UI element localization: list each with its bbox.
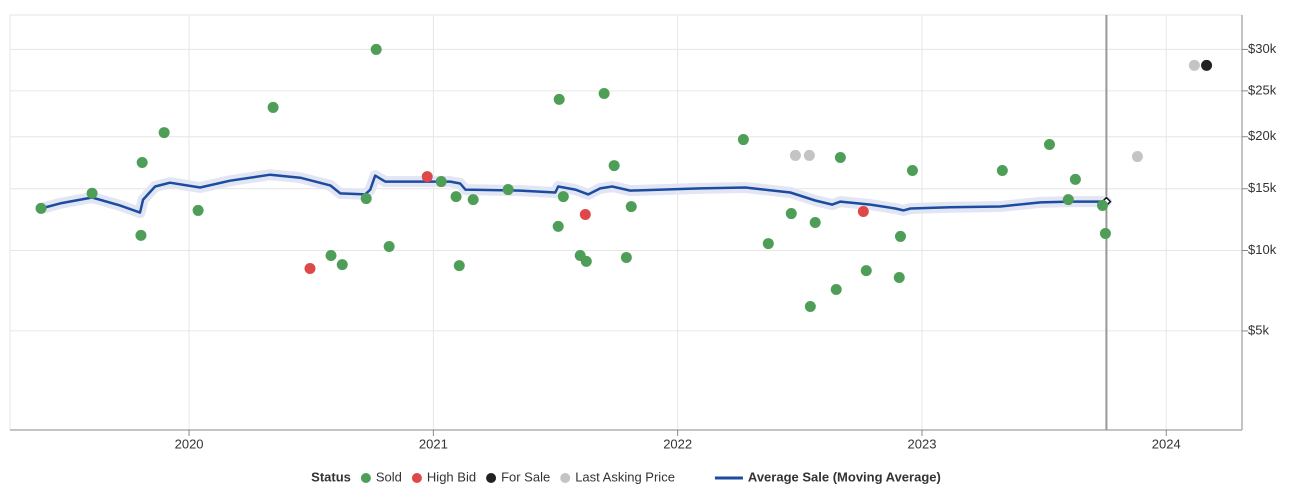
point (502, 184, 514, 196)
x-tick-label: 2024 (1152, 436, 1181, 451)
point (906, 165, 918, 177)
x-tick-label: 2020 (175, 436, 204, 451)
point (830, 284, 842, 296)
point (1201, 59, 1213, 71)
legend-symbol (560, 473, 571, 483)
x-tick-label: 2022 (663, 436, 692, 451)
x-tick-label: 2021 (419, 436, 448, 451)
point (804, 300, 816, 312)
point (857, 206, 869, 218)
point (360, 193, 372, 205)
y-tick-label: $15k (1248, 180, 1277, 195)
point (450, 191, 462, 203)
legend-symbol (486, 473, 497, 483)
point (35, 202, 47, 214)
point (996, 165, 1008, 177)
point (1069, 173, 1081, 185)
point (1062, 194, 1074, 206)
point (453, 260, 465, 272)
point (625, 201, 637, 213)
point (580, 255, 592, 267)
legend-label: Sold (376, 469, 402, 484)
point (136, 157, 148, 169)
point (809, 217, 821, 229)
point (803, 149, 815, 161)
legend-label: Last Asking Price (575, 469, 675, 484)
point (553, 93, 565, 105)
x-tick-label: 2023 (908, 436, 937, 451)
y-tick-label: $20k (1248, 128, 1277, 143)
point (1043, 138, 1055, 150)
y-tick-label: $25k (1248, 82, 1277, 97)
point (192, 204, 204, 216)
y-tick-label: $30k (1248, 41, 1277, 56)
point (552, 220, 564, 232)
point (893, 271, 905, 283)
legend-label: For Sale (501, 469, 550, 484)
y-tick-label: $10k (1248, 242, 1277, 257)
legend-symbol (411, 473, 422, 483)
point (579, 209, 591, 221)
point (1131, 151, 1143, 163)
point (894, 230, 906, 242)
point (608, 160, 620, 172)
point (158, 127, 170, 139)
grid-layer (10, 15, 1242, 430)
point (86, 187, 98, 199)
point (557, 191, 569, 203)
legend-label: Average Sale (Moving Average) (748, 469, 941, 484)
point (789, 149, 801, 161)
legend-title: Status (311, 469, 351, 484)
point (336, 259, 348, 271)
point (785, 208, 797, 220)
point (620, 251, 632, 263)
point (370, 43, 382, 55)
point (860, 265, 872, 277)
average-line (40, 173, 1107, 214)
point (762, 238, 774, 250)
point (435, 176, 447, 188)
y-tick-label: $5k (1248, 322, 1269, 337)
point (267, 101, 279, 113)
legend-symbol (360, 473, 371, 483)
legend-label: High Bid (427, 469, 476, 484)
point (135, 229, 147, 241)
point (383, 241, 395, 253)
point (1097, 199, 1109, 211)
point (325, 249, 337, 261)
point (834, 151, 846, 163)
point (1188, 59, 1200, 71)
point (598, 87, 610, 99)
point (1099, 227, 1111, 239)
point (421, 171, 433, 183)
point (737, 134, 749, 146)
point (304, 263, 316, 275)
point (467, 194, 479, 206)
